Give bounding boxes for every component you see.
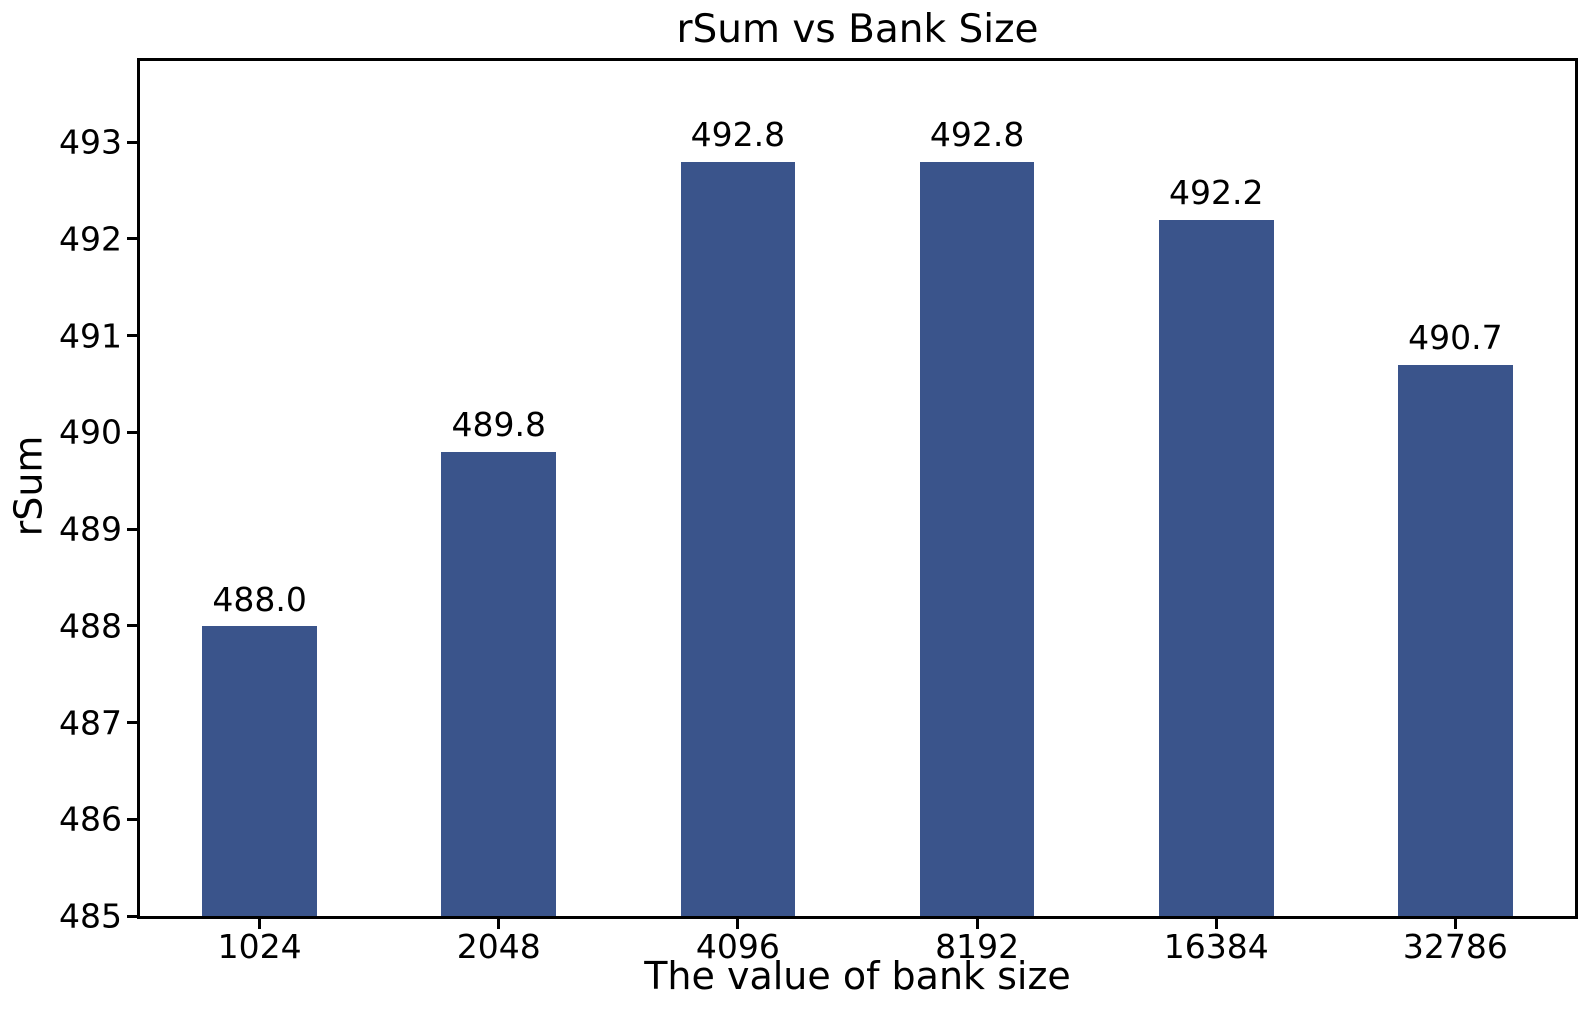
y-tick-mark (127, 334, 137, 338)
x-tick-mark (1453, 919, 1457, 929)
plot-area: 485 486 487 488 489 490 491 492 493 488.0 1024 489.… (59, 58, 1578, 966)
y-tick-label: 492 (59, 219, 122, 259)
y-tick-label: 488 (59, 606, 122, 646)
x-tick-mark (1214, 919, 1218, 929)
x-tick-mark (736, 919, 740, 929)
bar-value-label: 492.8 (690, 115, 786, 155)
x-tick-mark (975, 919, 979, 929)
y-tick-label: 485 (59, 896, 122, 936)
y-tick-label: 487 (59, 703, 122, 743)
x-axis-label: The value of bank size (644, 954, 1071, 998)
bar-value-label: 490.7 (1408, 318, 1503, 358)
x-tick-label: 2048 (456, 927, 541, 966)
bar-value-label: 492.8 (929, 115, 1025, 155)
y-tick-mark (127, 817, 137, 821)
y-tick-label: 490 (59, 412, 122, 452)
y-axis-label-container: rSum (2, 58, 54, 913)
y-tick-label: 486 (59, 799, 122, 839)
x-tick-mark (258, 919, 262, 929)
y-axis-label: rSum (6, 435, 51, 536)
y-tick-mark (127, 430, 137, 434)
y-tick-mark (127, 527, 137, 531)
y-tick-label: 489 (59, 509, 122, 549)
bar-value-label: 489.8 (451, 405, 546, 445)
bar (680, 161, 796, 916)
bar (202, 625, 317, 916)
x-tick-label: 32786 (1402, 927, 1508, 966)
x-tick-label: 8192 (935, 927, 1020, 966)
bar-value-label: 488.0 (212, 579, 307, 619)
x-tick-mark (497, 919, 501, 929)
bar (1158, 219, 1274, 916)
bar (1398, 364, 1513, 916)
y-tick-label: 491 (59, 316, 122, 356)
y-tick-mark (127, 721, 137, 725)
y-tick-mark (127, 140, 137, 144)
x-tick-label: 16384 (1163, 927, 1269, 966)
y-tick-mark (127, 237, 137, 241)
y-tick-mark (127, 624, 137, 628)
y-tick-mark (127, 914, 137, 918)
x-tick-label: 4096 (695, 927, 780, 966)
bar (441, 451, 557, 916)
chart-title: rSum vs Bank Size (676, 7, 1039, 52)
bar (919, 161, 1035, 916)
x-tick-label: 1024 (217, 927, 302, 966)
y-tick-label: 493 (59, 122, 122, 162)
bar-value-label: 492.2 (1169, 173, 1264, 213)
